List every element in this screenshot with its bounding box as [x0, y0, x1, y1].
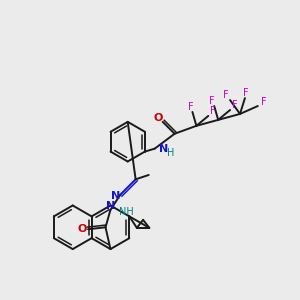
Text: N: N: [159, 144, 168, 154]
Text: O: O: [153, 113, 162, 123]
Text: F: F: [209, 96, 215, 106]
Text: H: H: [167, 148, 174, 158]
Text: N: N: [106, 202, 115, 212]
Text: NH: NH: [119, 207, 134, 217]
Text: O: O: [77, 224, 87, 234]
Text: F: F: [210, 106, 216, 116]
Text: F: F: [223, 90, 229, 100]
Text: F: F: [188, 102, 193, 112]
Text: F: F: [261, 97, 267, 107]
Text: N: N: [111, 190, 120, 201]
Text: F: F: [232, 100, 238, 110]
Text: F: F: [243, 88, 249, 98]
